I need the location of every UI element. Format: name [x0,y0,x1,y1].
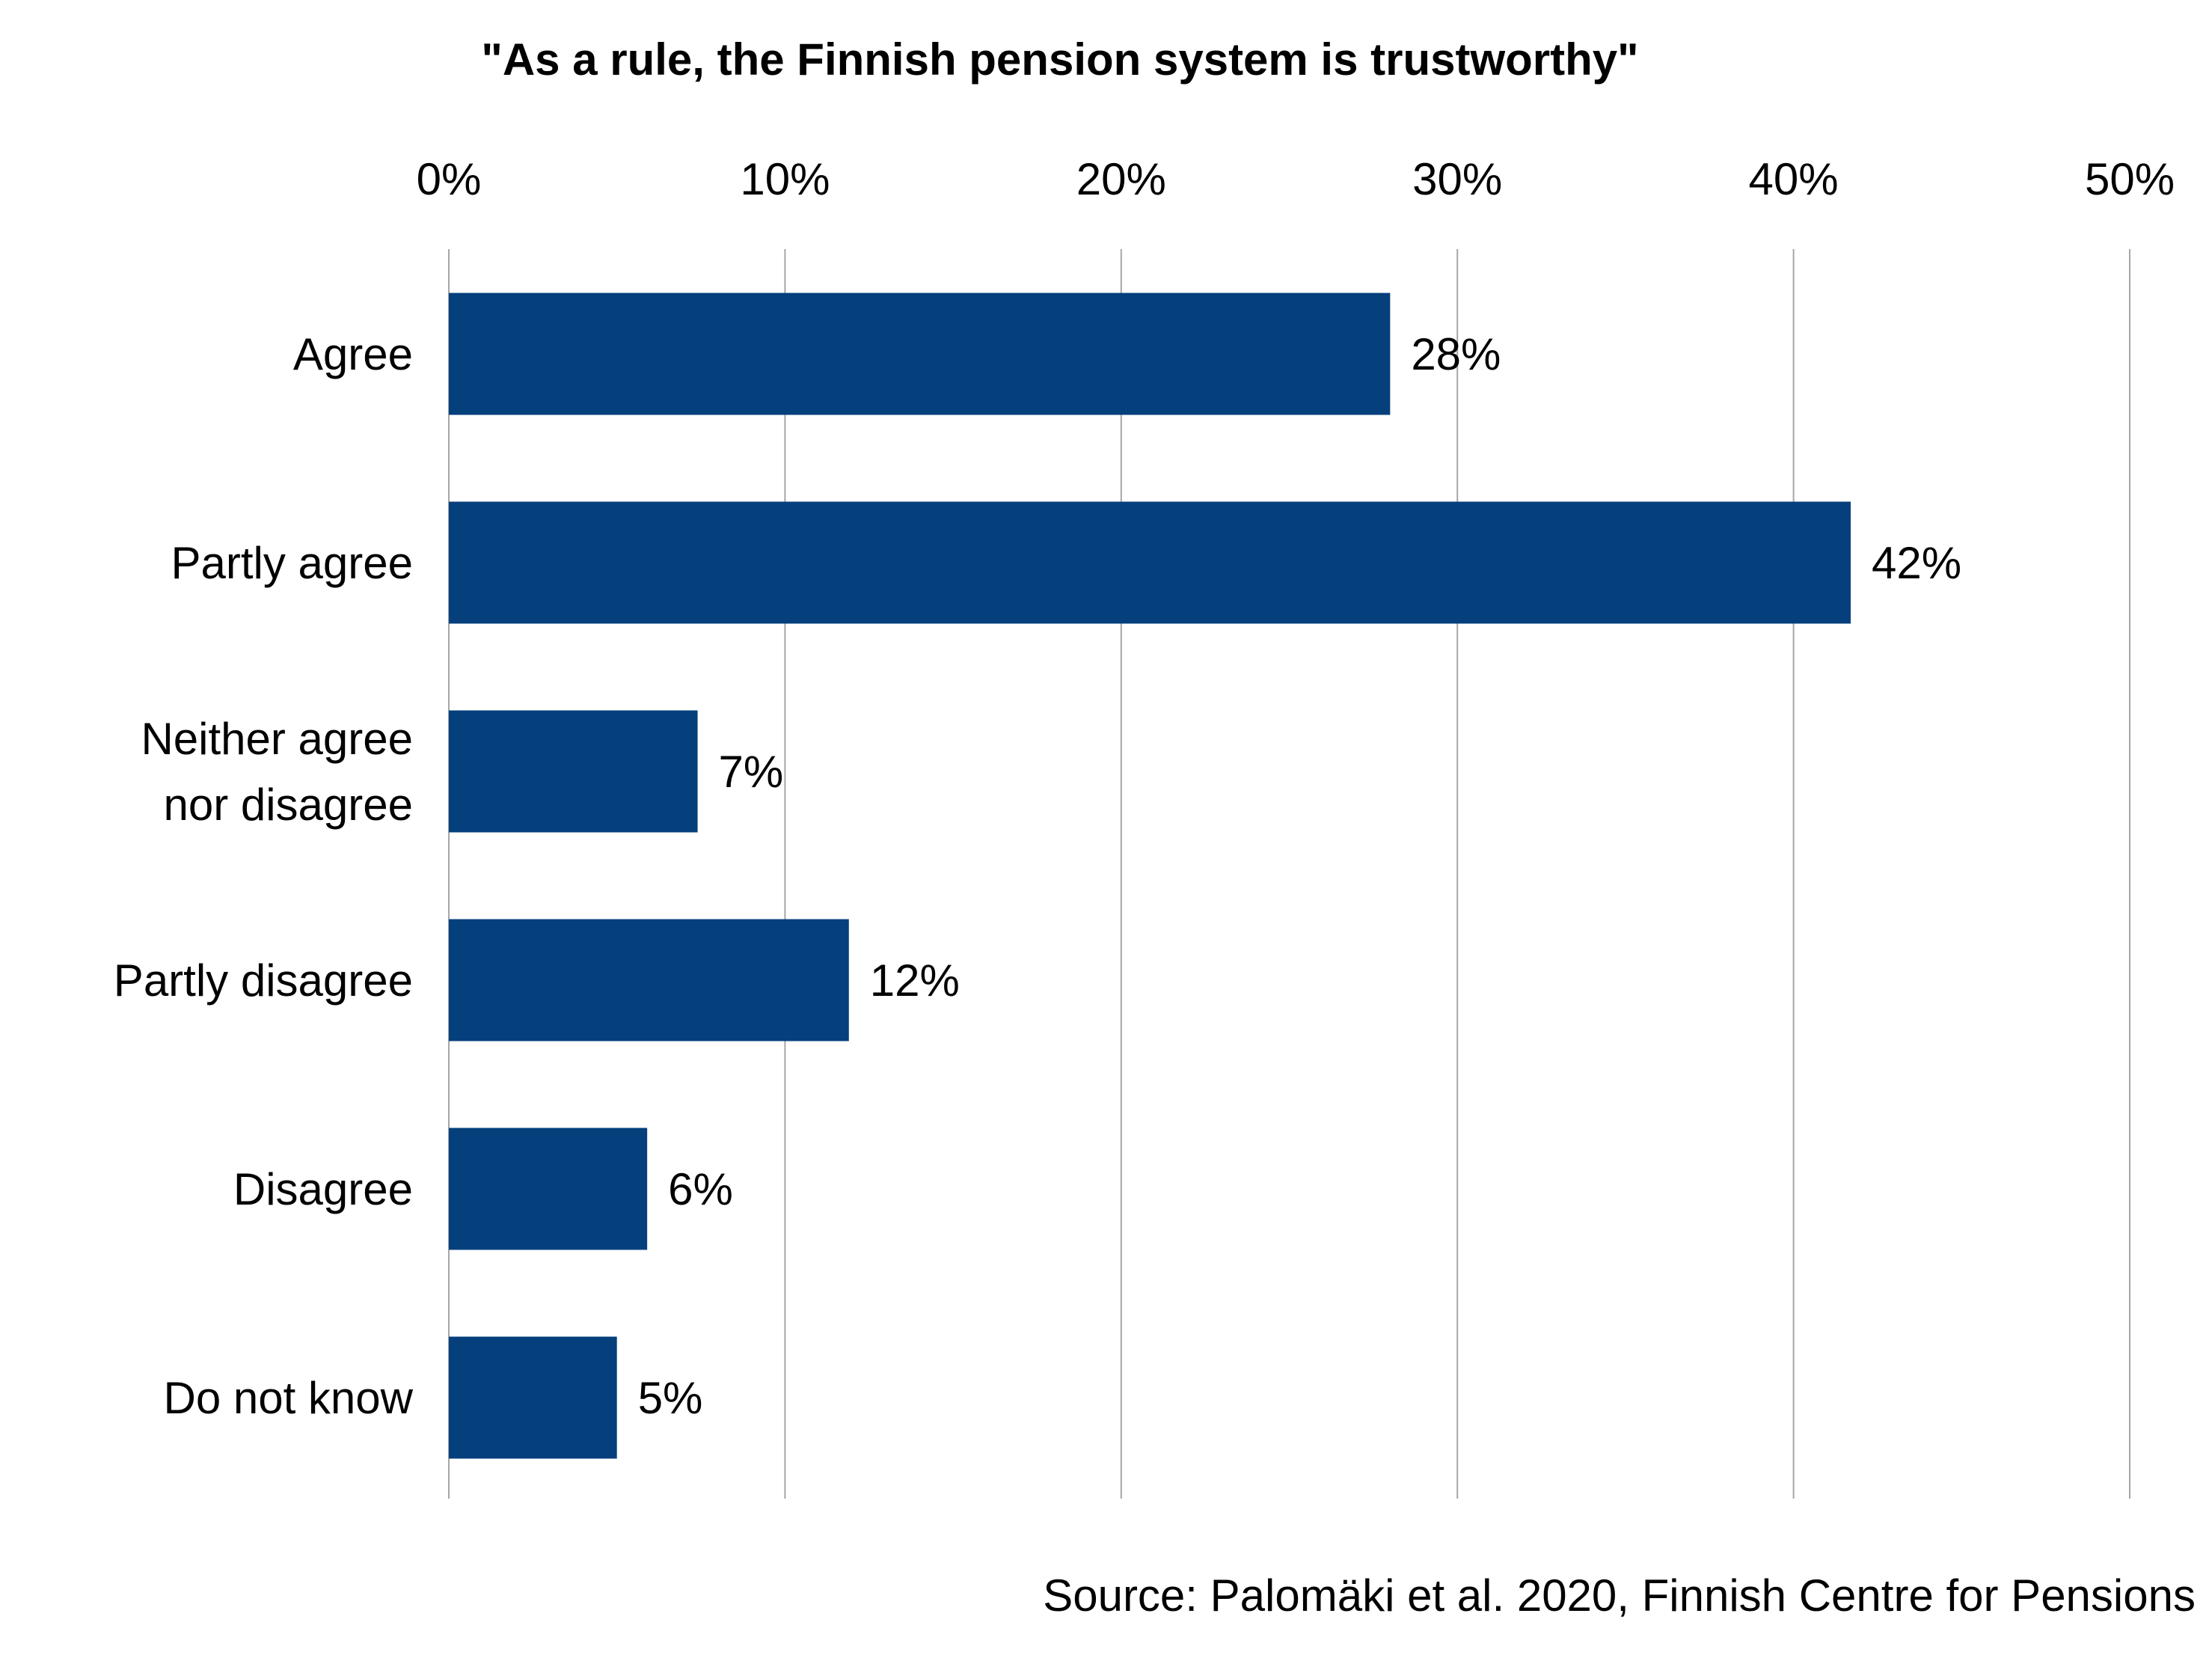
x-tick-label-40: 40% [1749,154,1839,204]
category-labels: Agree Partly agree Neither agree nor disagr… [114,329,414,1423]
bar-2 [449,501,1851,624]
category-label-3-line-1: Neither agree [141,714,413,764]
category-label-1: Agree [293,329,413,379]
data-label-3: 7% [719,747,784,797]
chart-title: "As a rule, the Finnish pension system i… [481,34,1638,85]
bar-4 [449,919,849,1041]
category-label-4: Partly disagree [114,955,413,1006]
bar-1 [449,293,1391,415]
data-label-6: 5% [638,1373,703,1423]
source-note: Source: Palomäki et al. 2020, Finnish Ce… [1043,1570,2196,1621]
data-label-5: 6% [668,1164,733,1214]
bar-3 [449,710,698,833]
category-label-5: Disagree [233,1164,413,1214]
x-tick-label-20: 20% [1076,154,1166,204]
category-label-2: Partly agree [171,538,414,588]
data-label-1: 28% [1411,329,1501,379]
x-tick-label-50: 50% [2085,154,2175,204]
category-label-6: Do not know [163,1373,413,1423]
data-label-2: 42% [1872,538,1961,588]
bar-5 [449,1128,648,1250]
x-tick-label-0: 0% [417,154,482,204]
x-tick-label-30: 30% [1412,154,1502,204]
category-label-3-line-2: nor disagree [163,780,413,830]
x-axis-tick-labels: 0% 10% 20% 30% 40% 50% [417,154,2175,204]
bar-6 [449,1336,617,1459]
data-labels: 28% 42% 7% 12% 6% 5% [638,329,1961,1423]
x-tick-label-10: 10% [740,154,830,204]
gridlines [448,249,2130,1499]
bars [449,293,1851,1459]
data-label-4: 12% [870,955,960,1006]
